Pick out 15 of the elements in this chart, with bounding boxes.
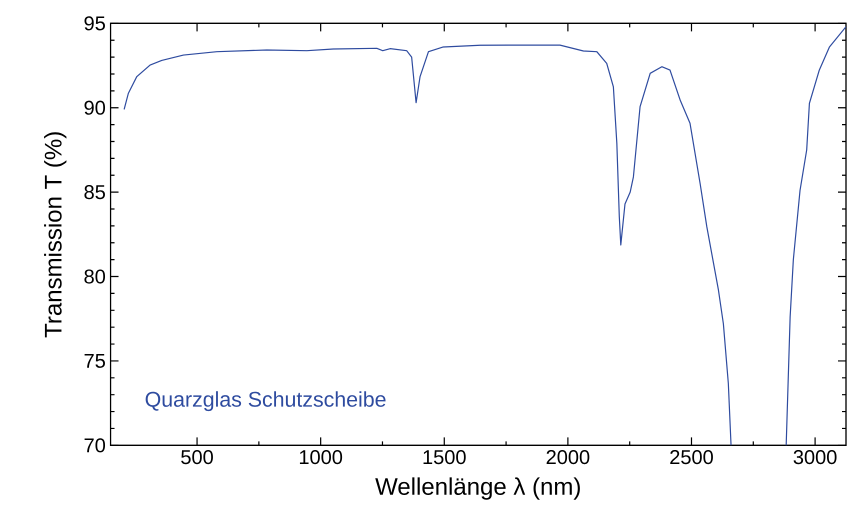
x-tick-label: 1500 [424,450,466,464]
y-tick-label: 70 [84,438,106,452]
x-tick-label: 3000 [794,450,837,464]
y-tick-label: 90 [84,100,106,115]
annotation: Quarzglas Schutzscheibe [146,391,386,412]
y-tick-label: 80 [84,269,106,284]
y-axis-title: Transmission T (%) [44,132,66,338]
x-axis-title: Wellenlänge λ (nm) [375,477,580,500]
x-tick-label: 2500 [670,450,713,464]
x-tick-label: 1000 [300,450,342,464]
y-tick-label: 75 [84,354,105,368]
x-tick-label: 2000 [546,450,590,464]
y-tick-label: 85 [84,185,105,200]
x-tick-label: 500 [181,450,213,464]
y-tick-label: 95 [84,16,105,30]
